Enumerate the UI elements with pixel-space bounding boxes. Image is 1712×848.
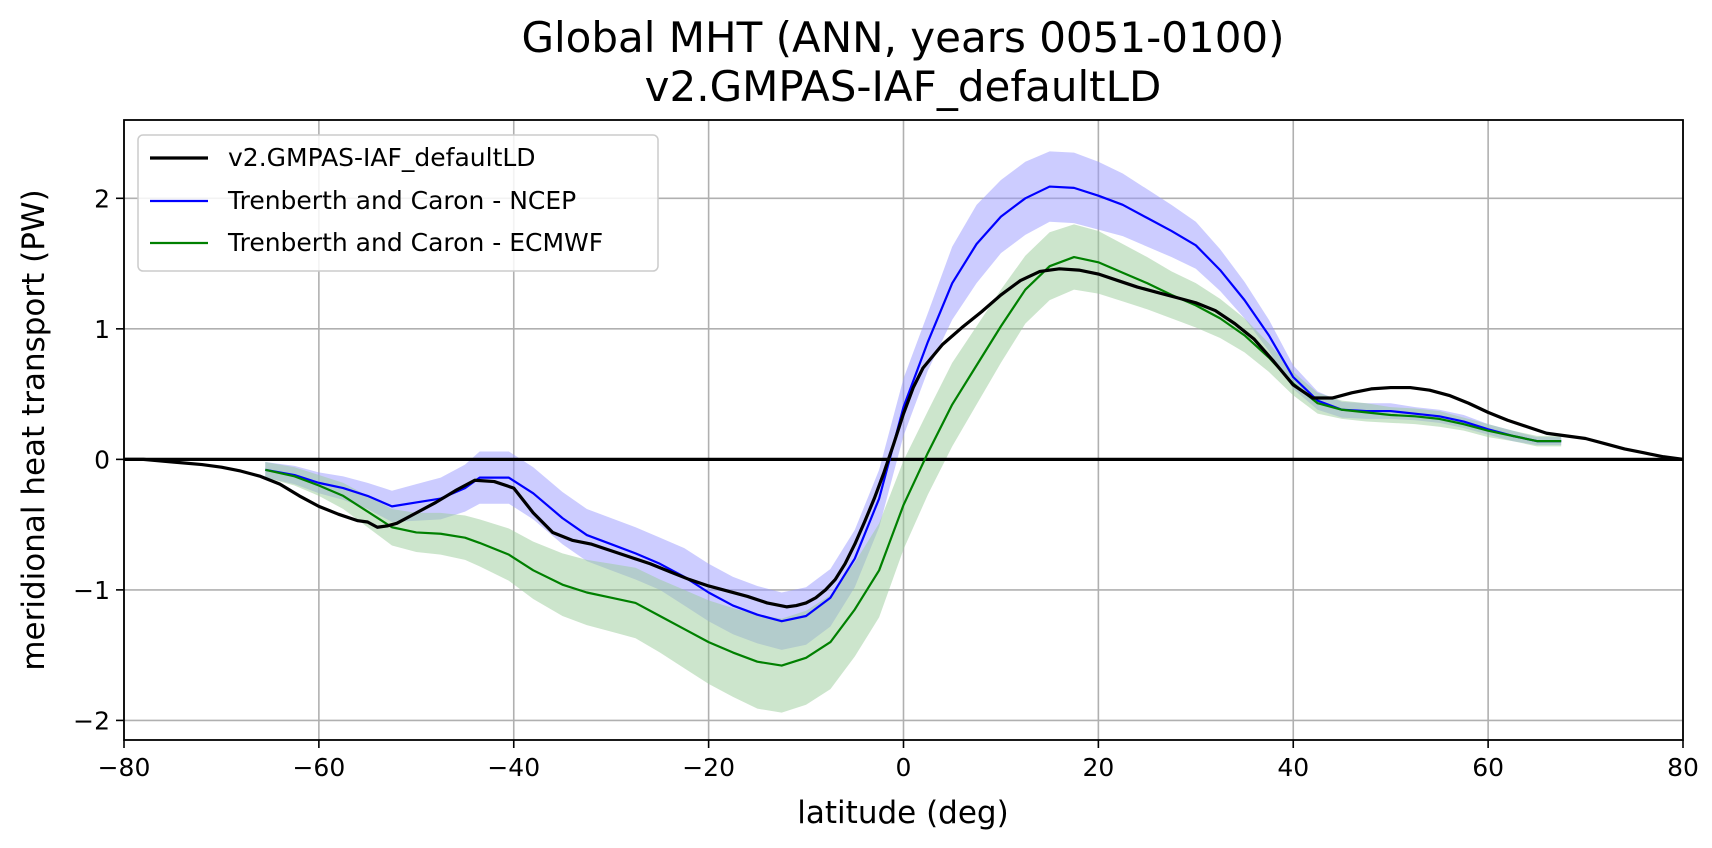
series-line-ecmwf — [265, 255, 1562, 667]
uncertainty-bands — [265, 151, 1562, 713]
series-line-model — [124, 267, 1684, 609]
x-tick-label: −60 — [292, 753, 345, 782]
x-tick-labels: −80 −60 −40 −20 0 20 40 60 80 — [98, 740, 1699, 782]
legend-label-ecmwf: Trenberth and Caron - ECMWF — [227, 228, 603, 257]
band-ecmwf — [265, 224, 1562, 713]
chart-title-line2: v2.GMPAS-IAF_defaultLD — [645, 62, 1162, 111]
x-tick-label: 60 — [1472, 753, 1504, 782]
x-tick-label: 80 — [1667, 753, 1699, 782]
legend-label-ncep: Trenberth and Caron - NCEP — [227, 186, 576, 215]
legend-label-model: v2.GMPAS-IAF_defaultLD — [228, 143, 536, 172]
chart-title-line1: Global MHT (ANN, years 0051-0100) — [521, 13, 1284, 62]
x-tick-label: 20 — [1082, 753, 1114, 782]
y-tick-label: −1 — [73, 576, 110, 605]
series-lines — [124, 185, 1684, 667]
y-tick-label: 2 — [94, 184, 110, 213]
y-axis-label: meridional heat transport (PW) — [16, 189, 52, 670]
x-axis-label: latitude (deg) — [797, 795, 1008, 831]
legend: v2.GMPAS-IAF_defaultLD Trenberth and Car… — [137, 134, 659, 272]
x-tick-label: 40 — [1277, 753, 1309, 782]
y-tick-labels: −2 −1 0 1 2 — [73, 184, 124, 735]
x-tick-label: 0 — [896, 753, 912, 782]
x-tick-label: −40 — [487, 753, 540, 782]
legend-box — [137, 134, 659, 272]
y-tick-label: 0 — [94, 445, 110, 474]
band-ncep — [265, 151, 1562, 650]
y-tick-label: −2 — [73, 706, 110, 735]
y-tick-label: 1 — [94, 315, 110, 344]
x-tick-label: −20 — [682, 753, 735, 782]
x-tick-label: −80 — [98, 753, 151, 782]
